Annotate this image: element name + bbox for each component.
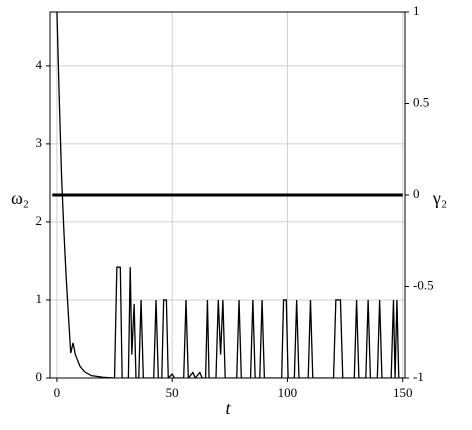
x-tick-label: 150: [393, 385, 413, 400]
x-tick-label: 100: [278, 385, 298, 400]
y-axis-label: ω₂: [11, 188, 29, 208]
y2-tick-label: 0.5: [413, 94, 429, 109]
series-line: [56, 12, 403, 378]
y-tick-label: 2: [36, 213, 43, 228]
y2-tick-label: -0.5: [413, 277, 434, 292]
x-axis-label: t: [225, 398, 231, 418]
y2-tick-label: 1: [413, 3, 420, 18]
y-tick-label: 4: [36, 57, 43, 72]
y2-tick-label: -1: [413, 369, 424, 384]
x-tick-label: 50: [166, 385, 179, 400]
y2-axis-label: γ₂: [432, 188, 447, 208]
x-tick-label: 0: [54, 385, 61, 400]
y-tick-label: 1: [36, 291, 43, 306]
y-tick-label: 0: [36, 369, 43, 384]
y2-tick-label: 0: [413, 186, 420, 201]
y-tick-label: 3: [36, 135, 43, 150]
